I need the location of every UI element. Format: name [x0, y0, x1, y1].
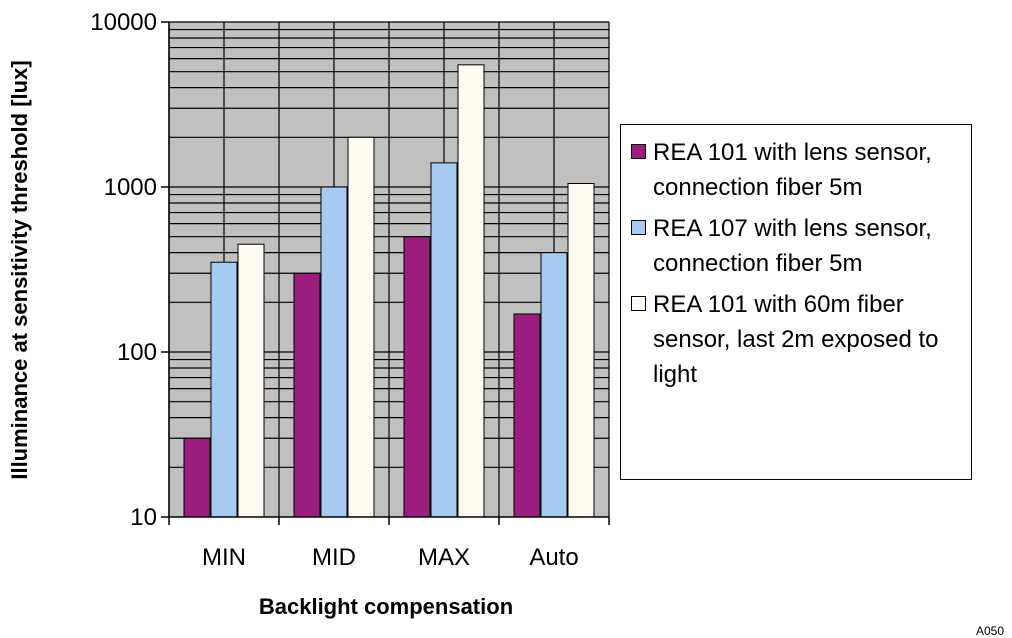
y-tick-label: 1000 — [104, 174, 157, 201]
y-tick-label: 10 — [130, 504, 157, 531]
bar-max-series-2 — [430, 162, 458, 518]
bar-mid-series-2 — [320, 186, 348, 518]
y-tick-label: 10000 — [90, 9, 157, 36]
bar-auto-series-1 — [513, 313, 541, 518]
bar-min-series-2 — [210, 261, 238, 518]
legend-swatch — [631, 144, 646, 159]
legend-label: REA 107 with lens sensor, connection fib… — [653, 215, 932, 277]
x-tick-label: MIN — [202, 544, 246, 571]
bars — [183, 64, 595, 518]
legend-swatch — [631, 296, 646, 311]
bar-mid-series-1 — [293, 272, 321, 518]
legend-label: REA 101 with lens sensor, connection fib… — [653, 139, 932, 201]
axes — [161, 21, 610, 525]
y-tick-label: 100 — [117, 339, 157, 366]
legend-item: REA 101 with 60m fiber sensor, last 2m e… — [631, 287, 971, 392]
bar-min-series-3 — [237, 243, 265, 518]
legend-item: REA 101 with lens sensor, connection fib… — [631, 135, 971, 205]
bar-max-series-1 — [403, 236, 431, 518]
x-tick-label: MID — [312, 544, 356, 571]
bar-auto-series-3 — [567, 183, 595, 518]
legend-item: REA 107 with lens sensor, connection fib… — [631, 211, 971, 281]
legend-label: REA 101 with 60m fiber sensor, last 2m e… — [653, 291, 939, 388]
x-axis-title: Backlight compensation — [259, 594, 513, 619]
bar-auto-series-2 — [540, 252, 568, 518]
y-axis-title: Illuminance at sensitivity threshold [lu… — [7, 60, 32, 479]
bar-mid-series-3 — [347, 136, 375, 518]
bar-max-series-3 — [457, 64, 485, 518]
x-tick-label: Auto — [529, 544, 578, 571]
bar-min-series-1 — [183, 437, 211, 518]
legend: REA 101 with lens sensor, connection fib… — [620, 124, 972, 480]
legend-swatch — [631, 220, 646, 235]
corner-code: A050 — [976, 624, 1005, 638]
tick-labels: 10 100 1000 10000 MIN MID MAX Auto — [90, 9, 578, 571]
x-tick-label: MAX — [418, 544, 470, 571]
